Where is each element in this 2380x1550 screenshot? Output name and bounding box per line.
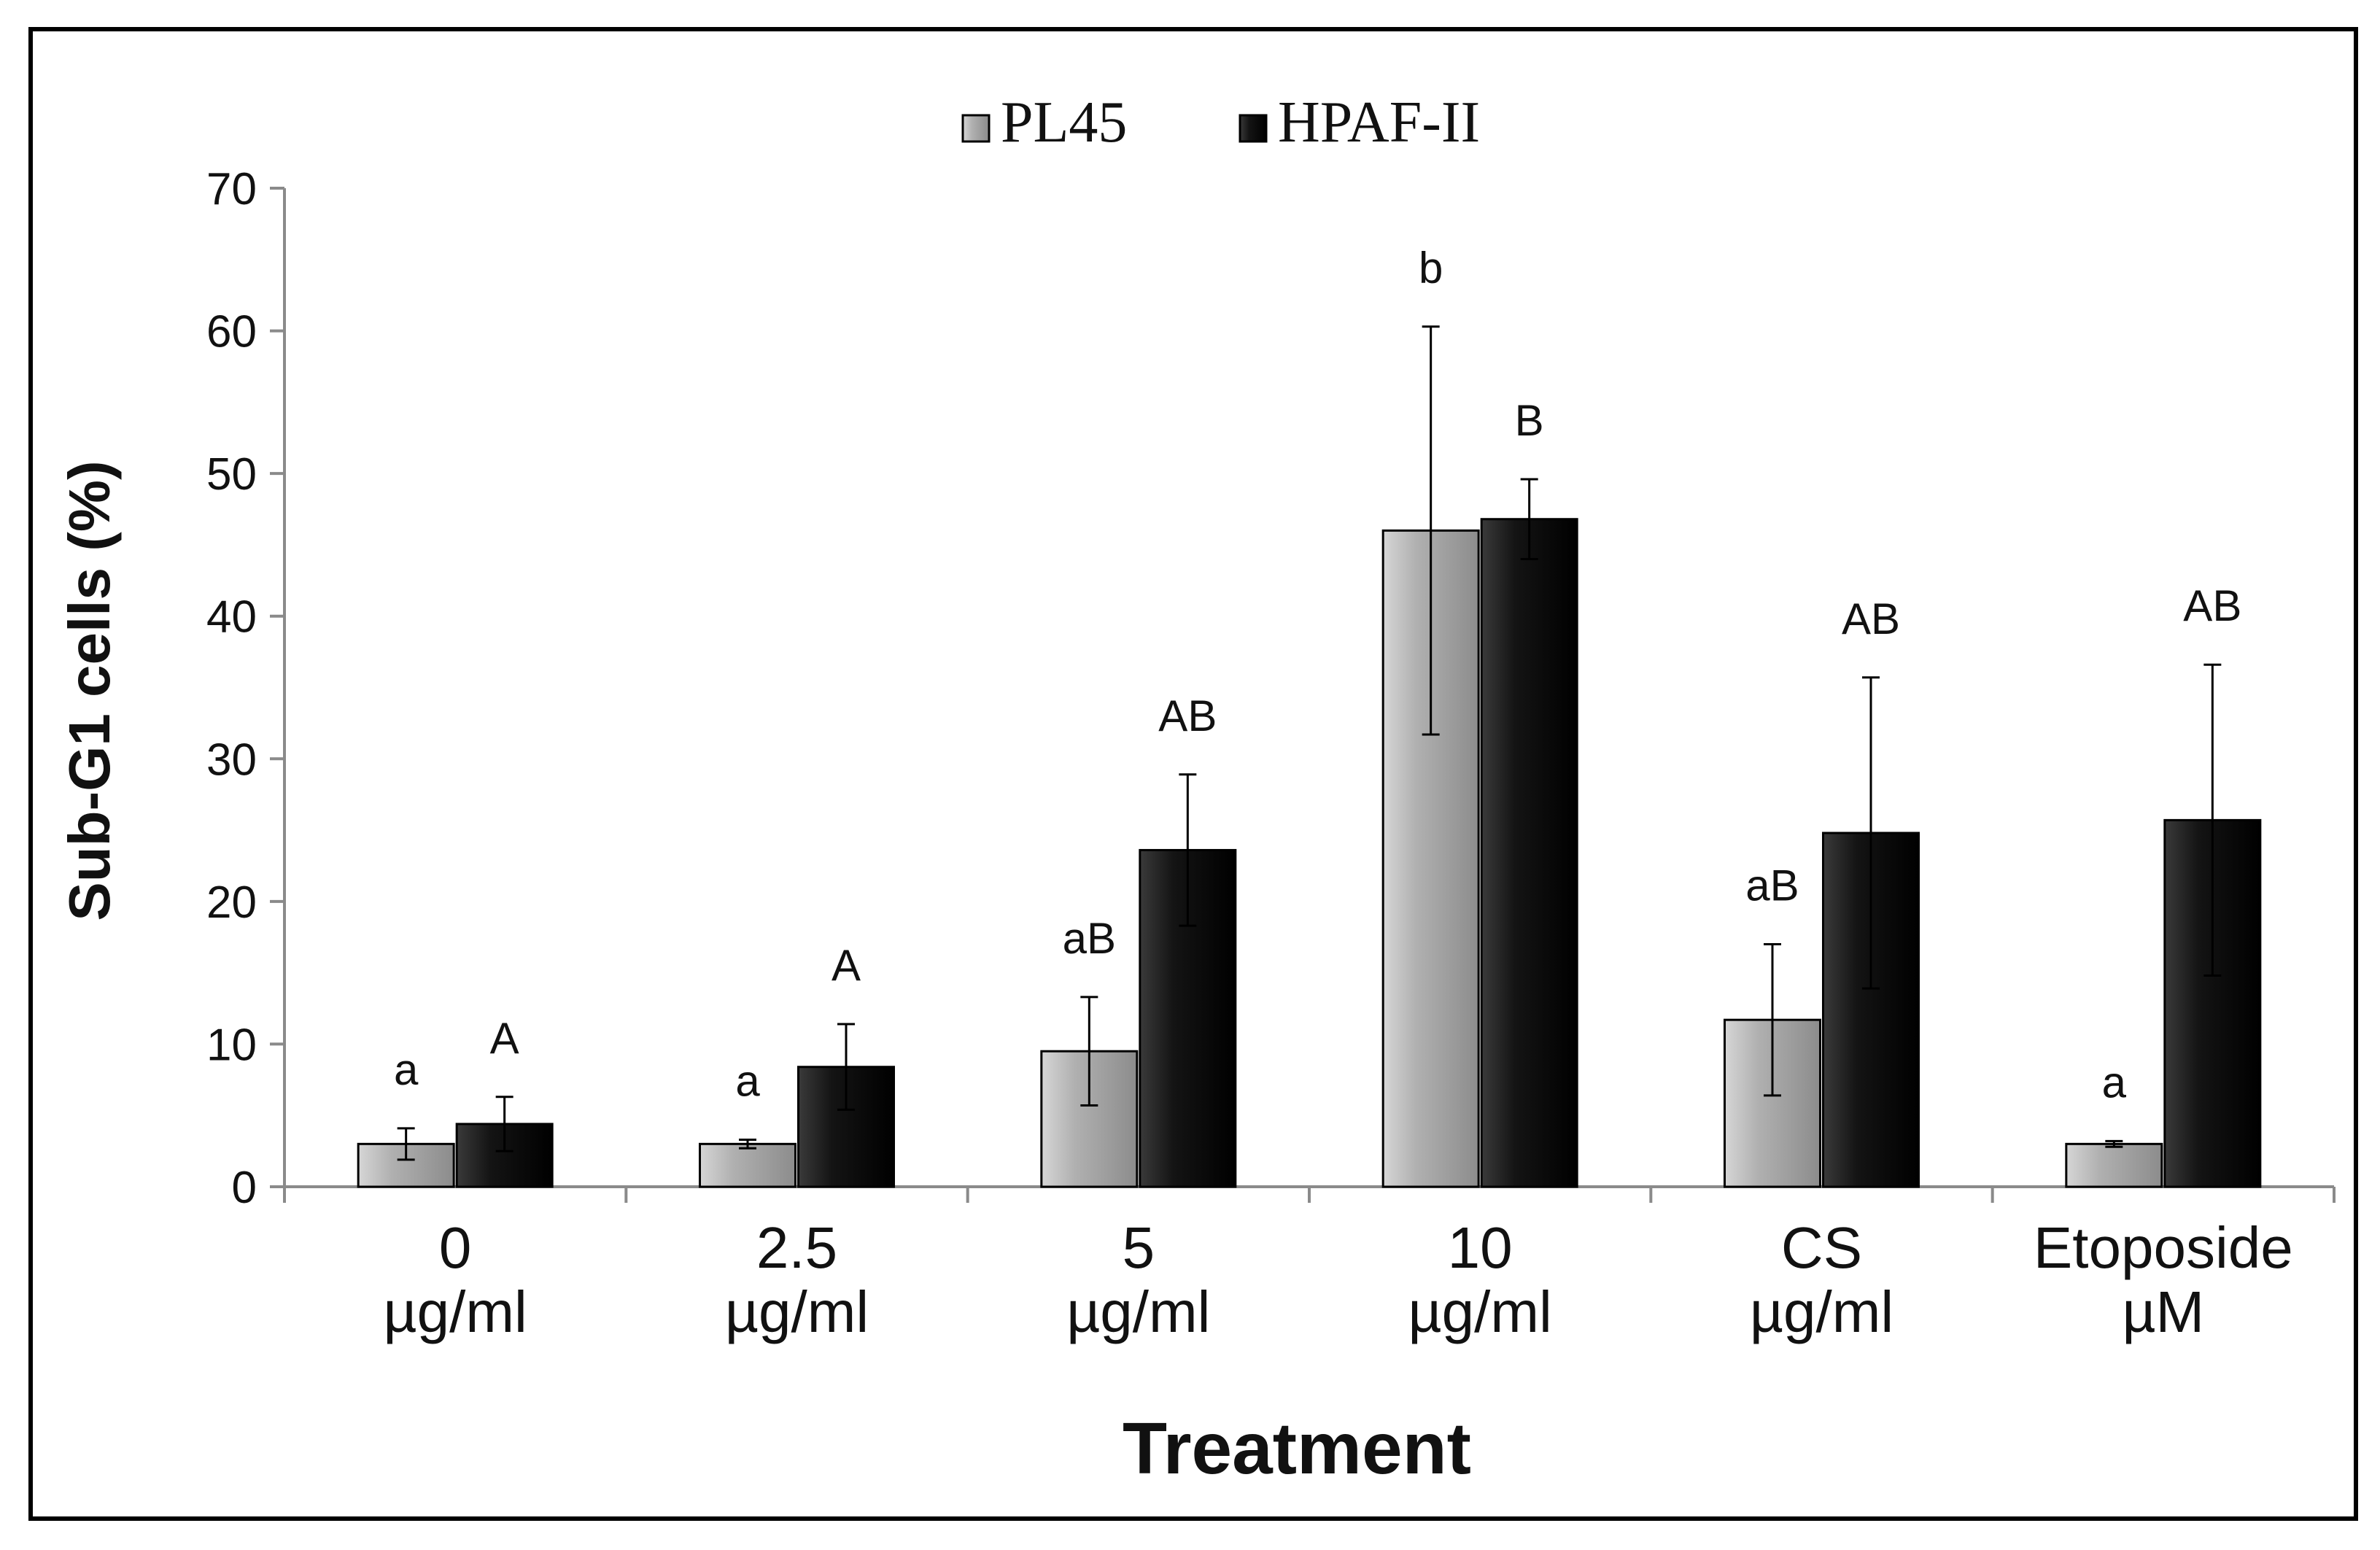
x-category-label: 10 bbox=[1448, 1215, 1513, 1280]
x-category-label: CS bbox=[1781, 1215, 1862, 1280]
legend-label: PL45 bbox=[1001, 90, 1127, 155]
significance-label: a bbox=[2102, 1058, 2127, 1107]
x-category-label: µg/ml bbox=[384, 1279, 527, 1344]
x-category-label: µg/ml bbox=[1066, 1279, 1210, 1344]
significance-label: A bbox=[490, 1014, 519, 1063]
bar-pl45 bbox=[699, 1142, 796, 1188]
bar-pl45 bbox=[2065, 1142, 2163, 1188]
y-tick-label: 60 bbox=[206, 307, 257, 357]
x-category-label: 0 bbox=[439, 1215, 472, 1280]
legend-swatch bbox=[1239, 114, 1268, 143]
legend-swatch bbox=[961, 114, 991, 143]
legend-label: HPAF-II bbox=[1278, 90, 1480, 155]
y-tick-label: 70 bbox=[206, 164, 257, 214]
y-tick-label: 50 bbox=[206, 449, 257, 500]
significance-label: AB bbox=[1158, 691, 1217, 740]
significance-label: a bbox=[394, 1045, 419, 1094]
x-axis-title: Treatment bbox=[1123, 1408, 1471, 1489]
plot-area: 0102030405060700µg/ml2.5µg/ml5µg/ml10µg/… bbox=[206, 164, 2336, 1344]
x-category-label: 5 bbox=[1123, 1215, 1155, 1280]
legend: PL45 HPAF-II bbox=[961, 90, 1480, 155]
significance-label: a bbox=[735, 1056, 760, 1105]
significance-label: AB bbox=[1842, 594, 1900, 643]
y-tick-label: 0 bbox=[232, 1163, 257, 1213]
significance-label: A bbox=[832, 941, 861, 990]
significance-label: b bbox=[1419, 244, 1443, 292]
y-tick-label: 40 bbox=[206, 592, 257, 643]
significance-label: AB bbox=[2183, 581, 2241, 630]
x-category-label: µg/ml bbox=[1750, 1279, 1893, 1344]
significance-label: aB bbox=[1063, 914, 1116, 963]
significance-label: B bbox=[1515, 396, 1544, 445]
y-axis-title: Sub-G1 cells (%) bbox=[57, 460, 122, 921]
significance-label: aB bbox=[1745, 861, 1799, 910]
x-category-label: µg/ml bbox=[725, 1279, 869, 1344]
y-tick-label: 30 bbox=[206, 735, 257, 785]
x-category-label: 2.5 bbox=[756, 1215, 837, 1280]
x-category-label: µM bbox=[2122, 1279, 2204, 1344]
x-category-label: µg/ml bbox=[1408, 1279, 1552, 1344]
y-tick-label: 20 bbox=[206, 877, 257, 928]
bar-hpaf-ii bbox=[1480, 518, 1578, 1188]
y-tick-label: 10 bbox=[206, 1020, 257, 1070]
x-category-label: Etoposide bbox=[2034, 1215, 2293, 1280]
